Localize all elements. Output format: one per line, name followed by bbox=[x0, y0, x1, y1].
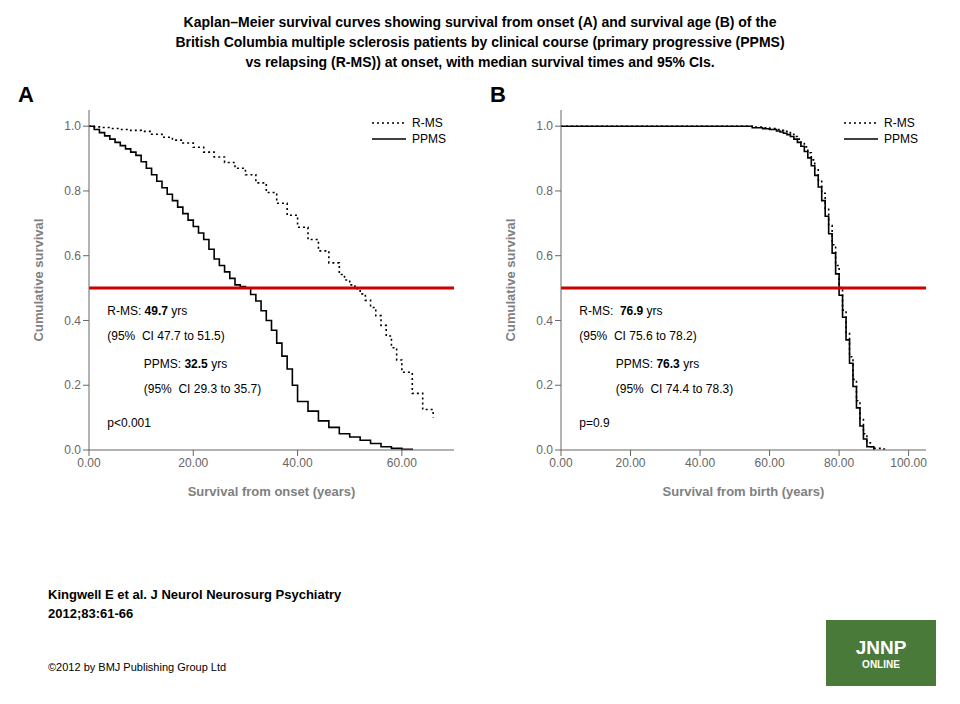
svg-text:Survival from onset (years): Survival from onset (years) bbox=[188, 484, 356, 499]
html-text:PPMS: 32.5 yrs: PPMS: 32.5 yrs bbox=[143, 356, 228, 371]
html-text:B: B bbox=[490, 82, 506, 107]
svg-text:0.2: 0.2 bbox=[536, 378, 553, 392]
svg-text:0.6: 0.6 bbox=[536, 249, 553, 263]
html-text:PPMS: PPMS bbox=[412, 132, 446, 146]
svg-text:40.00: 40.00 bbox=[685, 456, 715, 470]
svg-text:0.2: 0.2 bbox=[64, 378, 81, 392]
html-text:A: A bbox=[18, 82, 34, 107]
svg-text:0.00: 0.00 bbox=[549, 456, 573, 470]
html-text:R-MS: R-MS bbox=[884, 116, 915, 130]
html-text:PPMS: PPMS bbox=[884, 132, 918, 146]
html-text:JNNP: JNNP bbox=[855, 636, 907, 658]
svg-text:0.8: 0.8 bbox=[64, 184, 81, 198]
svg-text:60.00: 60.00 bbox=[387, 456, 417, 470]
svg-text:20.00: 20.00 bbox=[616, 456, 646, 470]
svg-text:0.00: 0.00 bbox=[77, 456, 101, 470]
svg-text:Cumulative survival: Cumulative survival bbox=[31, 219, 46, 342]
html-text:Kaplan–Meier survival curves s: Kaplan–Meier survival curves showing sur… bbox=[183, 14, 777, 30]
svg-text:100.00: 100.00 bbox=[890, 456, 927, 470]
html-text:British Columbia multiple scle: British Columbia multiple sclerosis pati… bbox=[175, 34, 785, 50]
html-text:PPMS: 76.3 yrs: PPMS: 76.3 yrs bbox=[615, 356, 700, 371]
html-text:p=0.9: p=0.9 bbox=[579, 416, 610, 430]
html-text:(95% CI 29.3 to 35.7): (95% CI 29.3 to 35.7) bbox=[143, 382, 262, 396]
html-text:vs relapsing (R-MS)) at onset,: vs relapsing (R-MS)) at onset, with medi… bbox=[245, 54, 715, 70]
svg-text:0.0: 0.0 bbox=[536, 443, 553, 457]
svg-text:40.00: 40.00 bbox=[283, 456, 313, 470]
html-text:2012;83:61-66: 2012;83:61-66 bbox=[48, 606, 134, 621]
html-text:R-MS: R-MS bbox=[412, 116, 443, 130]
svg-text:Survival from birth (years): Survival from birth (years) bbox=[663, 484, 825, 499]
svg-text:20.00: 20.00 bbox=[178, 456, 208, 470]
svg-text:0.4: 0.4 bbox=[536, 314, 553, 328]
html-text:R-MS: 76.9 yrs: R-MS: 76.9 yrs bbox=[579, 303, 663, 318]
svg-text:0.4: 0.4 bbox=[64, 314, 81, 328]
svg-text:0.8: 0.8 bbox=[536, 184, 553, 198]
svg-text:80.00: 80.00 bbox=[824, 456, 854, 470]
html-text:©2012 by BMJ Publishing Group: ©2012 by BMJ Publishing Group Ltd bbox=[48, 661, 227, 673]
html-text:(95% CI 75.6 to 78.2): (95% CI 75.6 to 78.2) bbox=[579, 329, 697, 344]
svg-text:60.00: 60.00 bbox=[755, 456, 785, 470]
svg-text:0.6: 0.6 bbox=[64, 249, 81, 263]
svg-text:1.0: 1.0 bbox=[64, 119, 81, 133]
html-text:(95% CI 47.7 to 51.5): (95% CI 47.7 to 51.5) bbox=[107, 329, 225, 344]
svg-text:Cumulative survival: Cumulative survival bbox=[503, 219, 518, 342]
html-text:p<0.001: p<0.001 bbox=[107, 416, 151, 430]
html-text:(95% CI 74.4 to 78.3): (95% CI 74.4 to 78.3) bbox=[615, 382, 734, 396]
svg-text:1.0: 1.0 bbox=[536, 119, 553, 133]
svg-text:0.0: 0.0 bbox=[64, 443, 81, 457]
html-text:R-MS: 49.7 yrs: R-MS: 49.7 yrs bbox=[107, 303, 188, 318]
html-text:Kingwell E et al. J Neurol Neu: Kingwell E et al. J Neurol Neurosurg Psy… bbox=[48, 587, 342, 602]
html-text:ONLINE: ONLINE bbox=[862, 658, 900, 670]
